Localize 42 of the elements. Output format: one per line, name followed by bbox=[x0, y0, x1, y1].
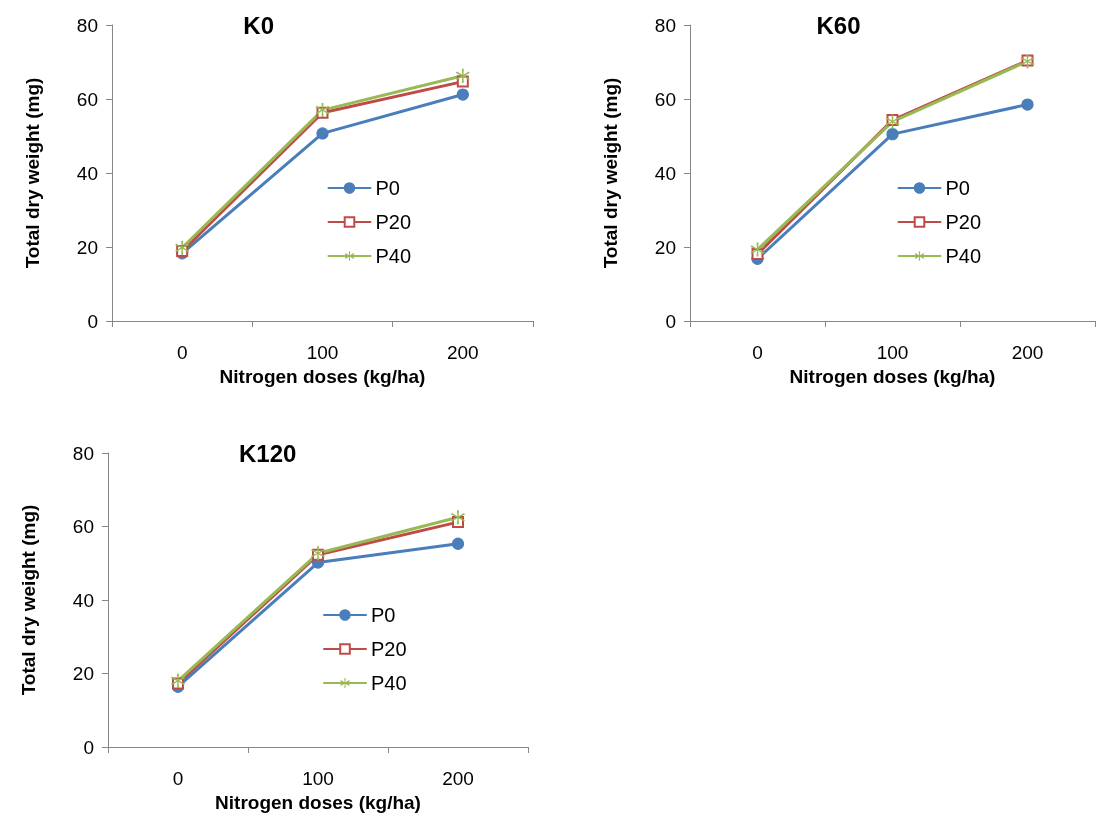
y-axis-title: Total dry weight (mg) bbox=[600, 77, 621, 269]
x-tick-label: 200 bbox=[1011, 342, 1044, 363]
x-axis-title: Nitrogen doses (kg/ha) bbox=[215, 792, 421, 813]
y-tick-label: 40 bbox=[654, 162, 676, 184]
y-tick-label: 80 bbox=[76, 14, 98, 36]
x-tick-label: 200 bbox=[442, 768, 474, 789]
legend-label: P0 bbox=[371, 604, 396, 626]
legend-label: P40 bbox=[371, 672, 407, 694]
x-tick-label: 0 bbox=[172, 768, 184, 789]
x-axis-title: Nitrogen doses (kg/ha) bbox=[219, 366, 426, 387]
legend-label: P0 bbox=[945, 177, 970, 199]
x-tick-label: 100 bbox=[876, 342, 909, 363]
x-axis-title: Nitrogen doses (kg/ha) bbox=[789, 366, 996, 387]
chart-title: K120 bbox=[239, 439, 297, 467]
legend-label: P20 bbox=[375, 211, 412, 233]
y-tick-label: 20 bbox=[654, 236, 676, 258]
legend-label: P20 bbox=[945, 211, 982, 233]
chart-title: K0 bbox=[243, 11, 274, 39]
x-tick-label: 200 bbox=[446, 342, 479, 363]
legend-label: P40 bbox=[375, 245, 412, 267]
y-tick-label: 60 bbox=[654, 88, 676, 110]
y-tick-label: 0 bbox=[83, 736, 94, 758]
legend-label: P0 bbox=[375, 177, 400, 199]
chart-title: K60 bbox=[816, 11, 861, 39]
y-tick-label: 60 bbox=[76, 88, 98, 110]
x-tick-label: 0 bbox=[752, 342, 763, 363]
x-tick-label: 0 bbox=[176, 342, 188, 363]
y-tick-label: 60 bbox=[72, 516, 94, 537]
y-tick-label: 80 bbox=[654, 14, 676, 36]
x-tick-label: 100 bbox=[302, 768, 334, 789]
y-tick-label: 80 bbox=[72, 442, 94, 464]
legend-label: P40 bbox=[945, 245, 982, 267]
y-tick-label: 40 bbox=[72, 589, 94, 611]
y-axis-title: Total dry weight (mg) bbox=[22, 77, 43, 269]
y-tick-label: 20 bbox=[72, 663, 94, 684]
y-tick-label: 0 bbox=[665, 310, 676, 332]
x-tick-label: 100 bbox=[306, 342, 339, 363]
y-axis-title: Total dry weight (mg) bbox=[18, 504, 39, 696]
y-tick-label: 20 bbox=[76, 236, 98, 258]
y-tick-label: 0 bbox=[87, 310, 98, 332]
legend-label: P20 bbox=[371, 638, 407, 660]
y-tick-label: 40 bbox=[76, 162, 98, 184]
